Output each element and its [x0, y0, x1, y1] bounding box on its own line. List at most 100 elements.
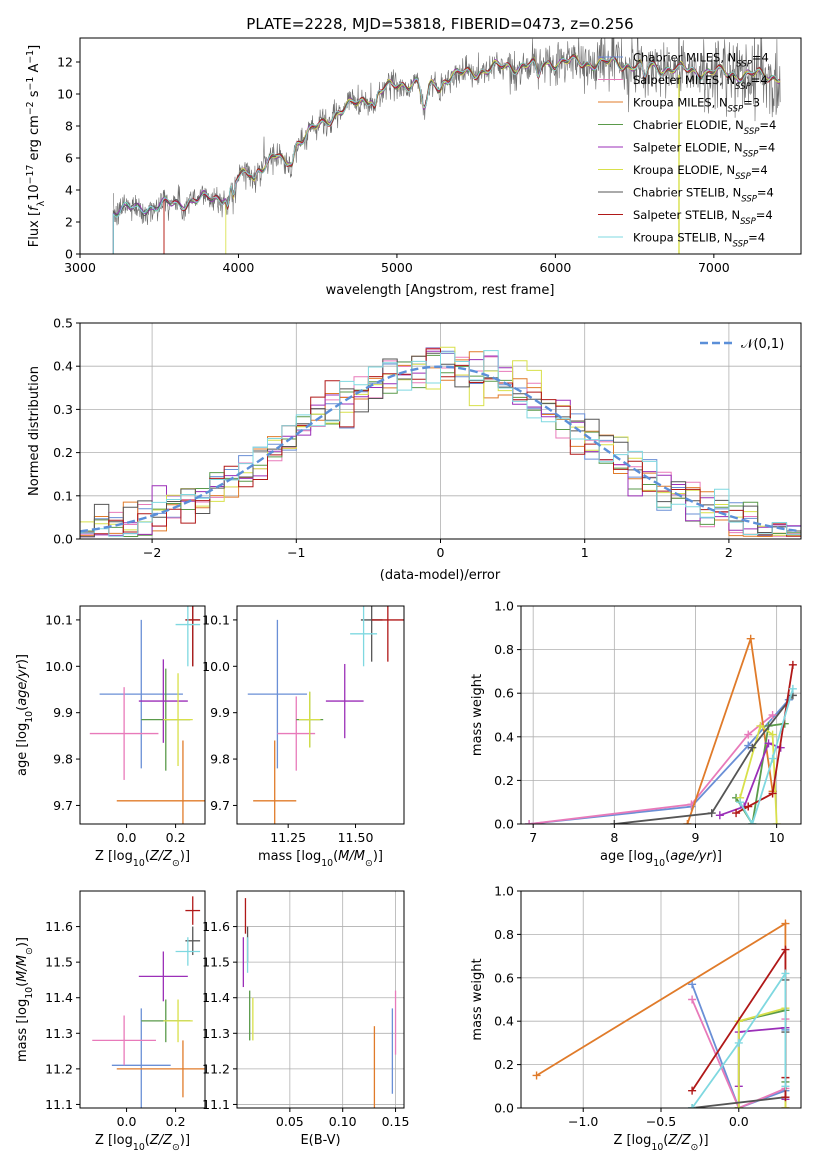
y-axis-label: mass weight [470, 674, 485, 756]
y-tick-label: 0.2 [53, 445, 73, 460]
legend-sub: SSP [735, 172, 751, 182]
x-tick-label: 11.25 [270, 830, 306, 845]
label-part: )] [712, 849, 722, 864]
x-tick-label: 0.2 [166, 830, 186, 845]
y-tick-label: 0 [65, 247, 73, 262]
label-part: Z/Z [667, 1133, 691, 1148]
legend-sub: SSP [728, 105, 744, 115]
legend-tail: =3 [743, 96, 760, 110]
label-part: age [log [15, 723, 30, 776]
x-axis-label: E(B-V) [300, 1133, 340, 1148]
legend-tail: =4 [756, 208, 773, 222]
y-tick-label: 0.3 [53, 402, 73, 417]
legend-sub: SSP [735, 82, 751, 92]
label-part: E(B-V) [300, 1133, 340, 1148]
mass-weight-marker [781, 1082, 790, 1091]
label-part: s [27, 90, 42, 101]
y-tick-label: 9.7 [210, 798, 230, 813]
x-tick-label: 9 [692, 830, 700, 845]
axes-age_vs_Z: 0.0 0.29.79.89.910.010.1Z [log10(Z/Z⊙)]ag… [15, 605, 206, 869]
errorbar-point [138, 951, 188, 1002]
errorbar-point [116, 740, 205, 824]
legend-text: Chabrier STELIB, N [633, 186, 741, 200]
x-axis-label: (data-model)/error [380, 568, 501, 583]
mass-weight-marker [748, 743, 757, 752]
label-part: A [27, 64, 42, 77]
label-part: M/M [15, 955, 30, 982]
label-part: )] [698, 1133, 708, 1148]
x-tick-label: −1.0 [568, 1114, 598, 1129]
label-part: 10 [133, 858, 145, 869]
axes-frame [79, 37, 802, 255]
y-tick-label: 11.4 [45, 990, 73, 1005]
mass-weight-marker [688, 1086, 697, 1095]
axes-frame [520, 605, 802, 825]
mass-weight-marker [734, 1038, 743, 1047]
plot-area-mass_weight_vs_age [525, 634, 797, 824]
errorbar-point [253, 740, 297, 824]
y-tick-label: 11.5 [45, 955, 73, 970]
y-tick-label: 10.0 [45, 659, 73, 674]
errorbar-point [163, 999, 193, 1043]
x-axis-label: wavelength [Angstrom, rest frame] [326, 283, 555, 298]
x-axis-label: age [log10(age/yr)] [600, 849, 722, 869]
mass-weight-line [719, 742, 782, 817]
legend-tail: =4 [752, 51, 769, 65]
y-tick-label: 12 [57, 55, 73, 70]
errorbar-point [92, 1015, 156, 1066]
mass-weight-marker [707, 809, 716, 818]
y-tick-label: 11.4 [202, 990, 230, 1005]
label-part: Z [log [95, 849, 133, 864]
label-part: )] [373, 849, 383, 864]
label-part: −2 [25, 101, 36, 115]
legend-text: Salpeter STELIB, N [633, 208, 740, 222]
legend-tail: =4 [758, 141, 775, 155]
mass-weight-marker [734, 1104, 743, 1108]
mass-weight-marker [768, 789, 777, 798]
mass-weight-marker [744, 802, 753, 811]
y-tick-label: 11.3 [202, 1026, 230, 1041]
errorbar-point [185, 896, 201, 925]
errorbar-point [277, 696, 316, 771]
x-tick-label: 0.0 [729, 1114, 749, 1129]
label-part: 10 [133, 1142, 145, 1153]
y-tick-label: 0.6 [494, 686, 514, 701]
mass-weight-marker [768, 754, 777, 763]
errorbar-point [247, 619, 308, 769]
x-tick-label: 0 [437, 545, 445, 560]
label-part: Z [log [95, 1133, 133, 1148]
y-tick-label: 0.8 [494, 927, 514, 942]
y-tick-label: 9.9 [53, 705, 73, 720]
mass-weight-marker [768, 730, 777, 739]
label-part: )] [180, 1133, 190, 1148]
mass-weight-marker [744, 741, 753, 750]
y-tick-label: 1.0 [494, 884, 514, 899]
x-tick-label: 8 [610, 830, 618, 845]
x-tick-label: 2 [725, 545, 733, 560]
x-tick-label: 5000 [381, 260, 413, 275]
mass-weight-marker [744, 730, 753, 739]
legend-sub: SSP [736, 60, 752, 70]
legend-sub: SSP [743, 150, 759, 160]
y-axis-label: Normed distribution [27, 366, 42, 496]
y-tick-label: 11.2 [202, 1061, 230, 1076]
mass-weight-marker [781, 1104, 790, 1108]
mass-weight-marker [768, 711, 777, 719]
axes-residual_histogram: −2 −1 0 1 2 0.0 0.1 0.2 0.3 0.4 0.5 (data-model)/er… [27, 316, 802, 583]
legend-tail: =4 [759, 118, 776, 132]
errorbar-point [175, 606, 201, 667]
errorbar-point [89, 687, 159, 780]
y-tick-label: 0.0 [53, 532, 73, 547]
plot-area-age_vs_mass [247, 606, 404, 824]
legend-text: Kroupa STELIB, N [633, 231, 733, 245]
x-tick-label: 1 [581, 545, 589, 560]
axes-frame [236, 890, 405, 1109]
x-tick-label: −2 [143, 545, 161, 560]
spectrum-model-line [112, 56, 780, 254]
y-axis-label: Flux [fλ10−17 erg cm−2 s−1 A−1] [25, 45, 47, 247]
label-part: 10 [24, 711, 35, 723]
mass-weight-marker [781, 969, 790, 978]
y-tick-label: 0.2 [494, 1057, 514, 1072]
axes-frame [79, 890, 206, 1109]
y-tick-label: 9.8 [53, 752, 73, 767]
